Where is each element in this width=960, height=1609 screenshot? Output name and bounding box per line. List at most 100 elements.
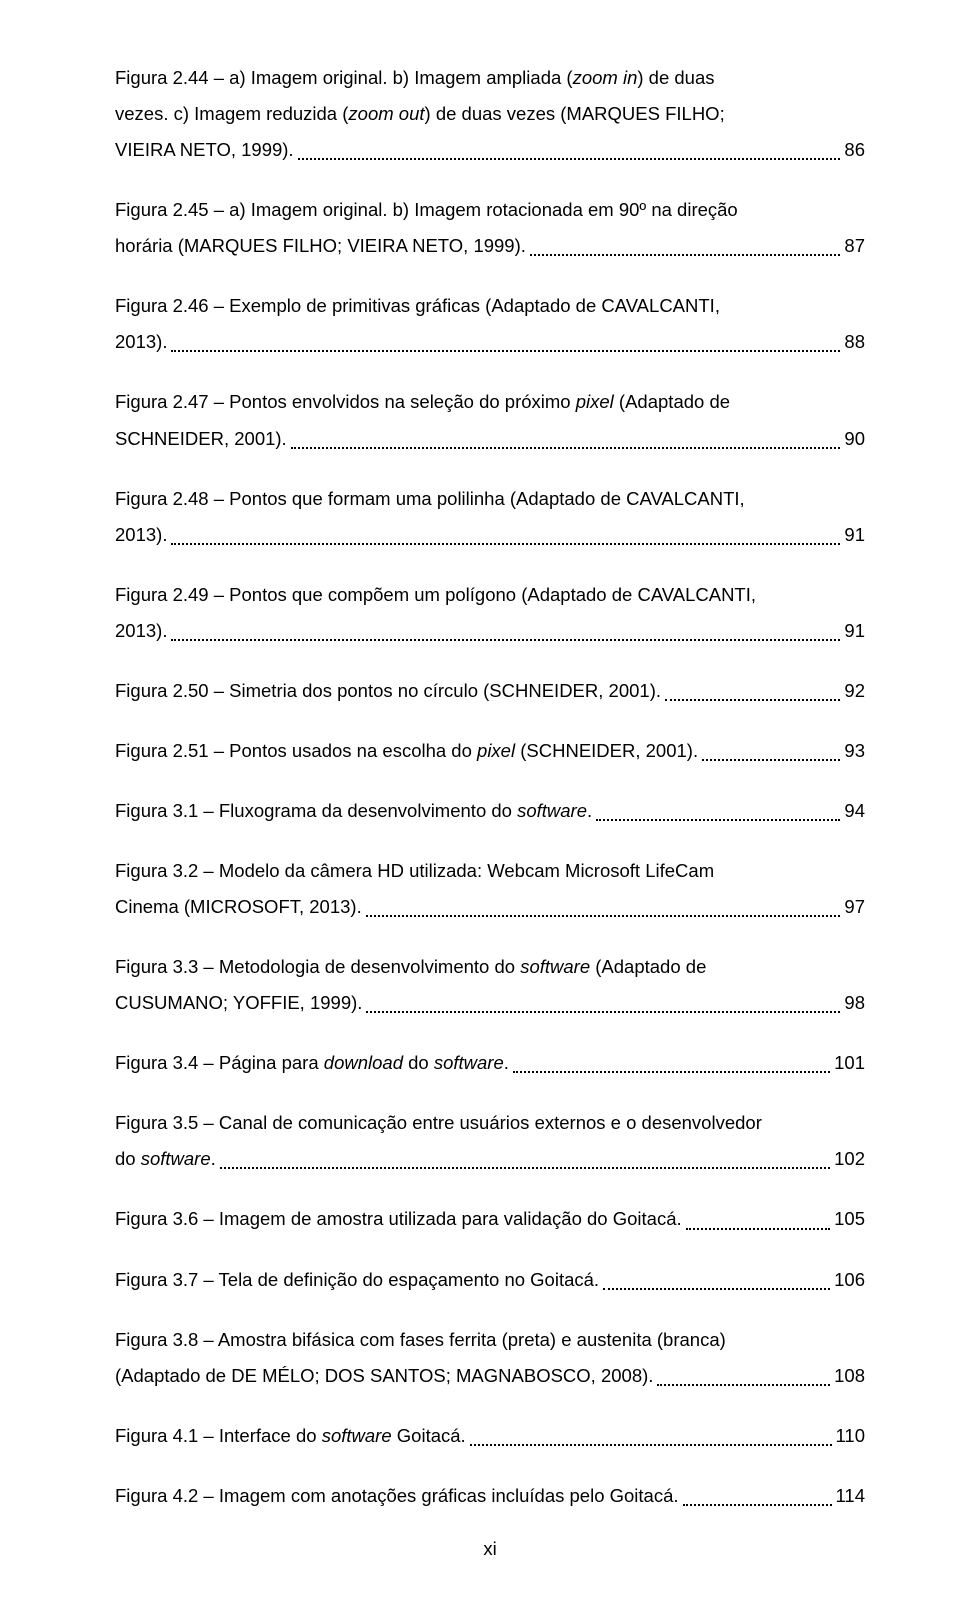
page-container: Figura 2.44 – a) Imagem original. b) Ima… — [0, 0, 960, 1600]
text-run: Figura 3.7 – Tela de definição do espaça… — [115, 1269, 599, 1290]
figure-entry: Figura 2.48 – Pontos que formam uma poli… — [115, 481, 865, 553]
leader-dots — [702, 759, 840, 761]
entry-page-number: 105 — [834, 1201, 865, 1237]
entry-tail: Figura 4.2 – Imagem com anotações gráfic… — [115, 1478, 679, 1514]
text-run: Figura 2.47 – Pontos envolvidos na seleç… — [115, 391, 576, 412]
text-run: software — [520, 956, 590, 977]
text-run: Figura 2.45 – a) Imagem original. b) Ima… — [115, 199, 738, 220]
leader-dots — [686, 1228, 831, 1230]
entry-line: Figura 2.47 – Pontos envolvidos na seleç… — [115, 384, 865, 420]
text-run: pixel — [576, 391, 614, 412]
entry-tail: Figura 4.1 – Interface do software Goita… — [115, 1418, 466, 1454]
entry-last-line: VIEIRA NETO, 1999). 86 — [115, 132, 865, 168]
leader-dots — [366, 1011, 840, 1013]
figure-entry: Figura 2.50 – Simetria dos pontos no cír… — [115, 673, 865, 709]
entry-last-line: horária (MARQUES FILHO; VIEIRA NETO, 199… — [115, 228, 865, 264]
text-run: (SCHNEIDER, 2001). — [515, 740, 698, 761]
entry-line: Figura 3.2 – Modelo da câmera HD utiliza… — [115, 853, 865, 889]
text-run: download — [324, 1052, 403, 1073]
entry-last-line: 2013). 88 — [115, 324, 865, 360]
entry-page-number: 108 — [834, 1358, 865, 1394]
leader-dots — [171, 639, 840, 641]
figure-list: Figura 2.44 – a) Imagem original. b) Ima… — [115, 60, 865, 1514]
leader-dots — [171, 543, 840, 545]
page-number-footer: xi — [115, 1538, 865, 1560]
figure-entry: Figura 2.46 – Exemplo de primitivas gráf… — [115, 288, 865, 360]
text-run: do — [115, 1148, 141, 1169]
leader-dots — [366, 915, 841, 917]
entry-page-number: 98 — [844, 985, 865, 1021]
entry-line: Figura 2.49 – Pontos que compõem um polí… — [115, 577, 865, 613]
figure-entry: Figura 2.51 – Pontos usados na escolha d… — [115, 733, 865, 769]
entry-tail: Figura 3.7 – Tela de definição do espaça… — [115, 1262, 599, 1298]
text-run: horária (MARQUES FILHO; VIEIRA NETO, 199… — [115, 235, 526, 256]
entry-page-number: 110 — [836, 1418, 866, 1454]
entry-line: Figura 2.46 – Exemplo de primitivas gráf… — [115, 288, 865, 324]
text-run: CUSUMANO; YOFFIE, 1999). — [115, 992, 362, 1013]
text-run: zoom out — [348, 103, 424, 124]
entry-page-number: 93 — [844, 733, 865, 769]
entry-last-line: Figura 2.50 – Simetria dos pontos no cír… — [115, 673, 865, 709]
entry-page-number: 90 — [844, 421, 865, 457]
figure-entry: Figura 2.47 – Pontos envolvidos na seleç… — [115, 384, 865, 456]
entry-last-line: do software. 102 — [115, 1141, 865, 1177]
entry-tail: 2013). — [115, 324, 167, 360]
entry-last-line: Figura 3.6 – Imagem de amostra utilizada… — [115, 1201, 865, 1237]
text-run: Figura 4.1 – Interface do — [115, 1425, 322, 1446]
entry-page-number: 88 — [844, 324, 865, 360]
entry-last-line: Figura 4.1 – Interface do software Goita… — [115, 1418, 865, 1454]
text-run: software — [434, 1052, 504, 1073]
leader-dots — [171, 350, 840, 352]
leader-dots — [596, 819, 840, 821]
entry-tail: Figura 3.4 – Página para download do sof… — [115, 1045, 509, 1081]
text-run: Figura 2.51 – Pontos usados na escolha d… — [115, 740, 477, 761]
figure-entry: Figura 4.1 – Interface do software Goita… — [115, 1418, 865, 1454]
entry-tail: CUSUMANO; YOFFIE, 1999). — [115, 985, 362, 1021]
figure-entry: Figura 3.1 – Fluxograma da desenvolvimen… — [115, 793, 865, 829]
leader-dots — [513, 1071, 830, 1073]
text-run: . — [211, 1148, 216, 1169]
text-run: Figura 2.46 – Exemplo de primitivas gráf… — [115, 295, 720, 316]
figure-entry: Figura 2.44 – a) Imagem original. b) Ima… — [115, 60, 865, 168]
leader-dots — [470, 1444, 832, 1446]
text-run: 2013). — [115, 620, 167, 641]
entry-page-number: 101 — [834, 1045, 865, 1081]
text-run: VIEIRA NETO, 1999). — [115, 139, 294, 160]
entry-tail: 2013). — [115, 517, 167, 553]
entry-last-line: 2013). 91 — [115, 613, 865, 649]
leader-dots — [298, 158, 841, 160]
figure-entry: Figura 2.49 – Pontos que compõem um polí… — [115, 577, 865, 649]
entry-last-line: Figura 2.51 – Pontos usados na escolha d… — [115, 733, 865, 769]
entry-line: vezes. c) Imagem reduzida (zoom out) de … — [115, 96, 865, 132]
figure-entry: Figura 3.5 – Canal de comunicação entre … — [115, 1105, 865, 1177]
entry-page-number: 102 — [834, 1141, 865, 1177]
text-run: (Adaptado de — [590, 956, 706, 977]
entry-tail: (Adaptado de DE MÉLO; DOS SANTOS; MAGNAB… — [115, 1358, 653, 1394]
text-run: Figura 3.6 – Imagem de amostra utilizada… — [115, 1208, 682, 1229]
text-run: 2013). — [115, 524, 167, 545]
text-run: software — [322, 1425, 392, 1446]
entry-last-line: Figura 4.2 – Imagem com anotações gráfic… — [115, 1478, 865, 1514]
text-run: Figura 3.1 – Fluxograma da desenvolvimen… — [115, 800, 517, 821]
figure-entry: Figura 3.8 – Amostra bifásica com fases … — [115, 1322, 865, 1394]
figure-entry: Figura 4.2 – Imagem com anotações gráfic… — [115, 1478, 865, 1514]
entry-line: Figura 2.44 – a) Imagem original. b) Ima… — [115, 60, 865, 96]
text-run: Figura 3.4 – Página para — [115, 1052, 324, 1073]
text-run: pixel — [477, 740, 515, 761]
entry-page-number: 106 — [834, 1262, 865, 1298]
text-run: Cinema (MICROSOFT, 2013). — [115, 896, 362, 917]
text-run: . — [587, 800, 592, 821]
entry-line: Figura 3.5 – Canal de comunicação entre … — [115, 1105, 865, 1141]
entry-tail: 2013). — [115, 613, 167, 649]
text-run: SCHNEIDER, 2001). — [115, 428, 287, 449]
entry-last-line: SCHNEIDER, 2001). 90 — [115, 421, 865, 457]
entry-page-number: 114 — [836, 1478, 866, 1514]
figure-entry: Figura 3.3 – Metodologia de desenvolvime… — [115, 949, 865, 1021]
text-run: vezes. c) Imagem reduzida ( — [115, 103, 348, 124]
entry-page-number: 94 — [844, 793, 865, 829]
entry-last-line: Figura 3.1 – Fluxograma da desenvolvimen… — [115, 793, 865, 829]
entry-tail: do software. — [115, 1141, 216, 1177]
entry-line: Figura 2.45 – a) Imagem original. b) Ima… — [115, 192, 865, 228]
text-run: Figura 4.2 – Imagem com anotações gráfic… — [115, 1485, 679, 1506]
entry-last-line: (Adaptado de DE MÉLO; DOS SANTOS; MAGNAB… — [115, 1358, 865, 1394]
